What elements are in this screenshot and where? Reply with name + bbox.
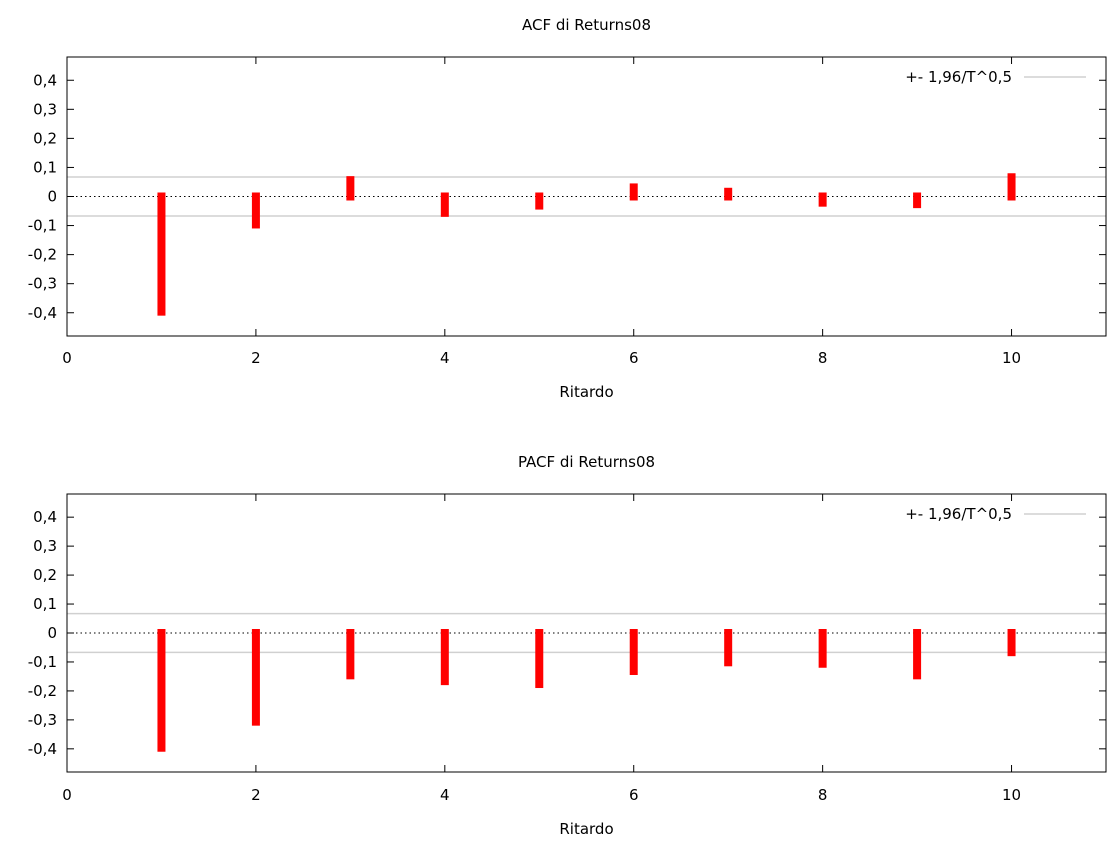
acf-y-tick-label: 0,3 xyxy=(33,100,57,118)
acf-y-tick-label: -0,3 xyxy=(28,275,57,293)
pacf-bar-lag-5 xyxy=(535,629,544,689)
acf-y-tick-label: 0,2 xyxy=(33,129,57,147)
pacf-panel: PACF di Returns08 0,4 0,3 0,2 0,1 0 -0,1 -0,2 -0… xyxy=(28,453,1107,838)
acf-x-tick-label: 0 xyxy=(62,349,72,367)
pacf-y-tick-label: 0,4 xyxy=(33,508,57,526)
acf-bar-lag-2 xyxy=(251,192,260,229)
acf-y-tick-label: -0,4 xyxy=(28,304,57,322)
acf-x-tick-label: 8 xyxy=(818,349,828,367)
pacf-bar-lag-1 xyxy=(157,629,166,752)
pacf-y-tick-label: -0,3 xyxy=(28,711,57,729)
acf-bar-lag-6 xyxy=(629,183,638,201)
acf-y-tick-label: -0,2 xyxy=(28,246,57,264)
acf-x-tick-label: 2 xyxy=(251,349,261,367)
pacf-x-tick-label: 2 xyxy=(251,786,261,804)
acf-bar-lag-4 xyxy=(440,192,449,217)
acf-x-tick-label: 10 xyxy=(1002,349,1021,367)
pacf-x-tick-label: 6 xyxy=(629,786,639,804)
acf-x-tick-label: 4 xyxy=(440,349,450,367)
acf-x-tick-label: 6 xyxy=(629,349,639,367)
acf-bar-lag-9 xyxy=(913,192,922,209)
pacf-x-axis-label: Ritardo xyxy=(559,820,613,838)
pacf-bar-lag-3 xyxy=(346,629,355,680)
pacf-x-tick-label: 0 xyxy=(62,786,72,804)
pacf-x-tick-label: 8 xyxy=(818,786,828,804)
pacf-bar-lag-9 xyxy=(913,629,922,680)
acf-legend-label: +- 1,96/T^0,5 xyxy=(905,68,1012,86)
pacf-bar-lag-2 xyxy=(251,629,260,726)
pacf-x-tick-label: 10 xyxy=(1002,786,1021,804)
pacf-y-tick-label: 0,2 xyxy=(33,566,57,584)
pacf-y-tick-label: -0,1 xyxy=(28,653,57,671)
pacf-bar-lag-10 xyxy=(1007,629,1016,657)
pacf-x-tick-label: 4 xyxy=(440,786,450,804)
acf-bar-lag-8 xyxy=(818,192,827,207)
acf-chart-title: ACF di Returns08 xyxy=(522,16,651,34)
acf-y-tick-label: 0 xyxy=(47,188,57,206)
acf-bar-lag-5 xyxy=(535,192,544,210)
pacf-bar-lag-6 xyxy=(629,629,638,675)
pacf-bar-lag-7 xyxy=(724,629,733,667)
acf-y-tick-label: 0,1 xyxy=(33,158,57,176)
acf-bar-lag-3 xyxy=(346,176,355,201)
pacf-y-tick-label: 0 xyxy=(47,624,57,642)
acf-bar-lag-1 xyxy=(157,192,166,316)
pacf-y-tick-label: -0,2 xyxy=(28,682,57,700)
acf-y-tick-label: -0,1 xyxy=(28,217,57,235)
acf-bar-lag-10 xyxy=(1007,173,1016,201)
pacf-y-tick-label: 0,1 xyxy=(33,595,57,613)
pacf-chart-title: PACF di Returns08 xyxy=(518,453,655,471)
acf-y-tick-label: 0,4 xyxy=(33,71,57,89)
acf-x-axis-label: Ritardo xyxy=(559,383,613,401)
pacf-bar-lag-4 xyxy=(440,629,449,686)
acf-bar-lag-7 xyxy=(724,187,733,201)
pacf-legend-label: +- 1,96/T^0,5 xyxy=(905,505,1012,523)
acf-panel: ACF di Returns08 0,4 0,3 0,2 0,1 0 -0,1 -0,2 -0,… xyxy=(28,16,1107,401)
pacf-y-tick-label: 0,3 xyxy=(33,537,57,555)
pacf-bar-lag-8 xyxy=(818,629,827,668)
pacf-y-tick-label: -0,4 xyxy=(28,740,57,758)
